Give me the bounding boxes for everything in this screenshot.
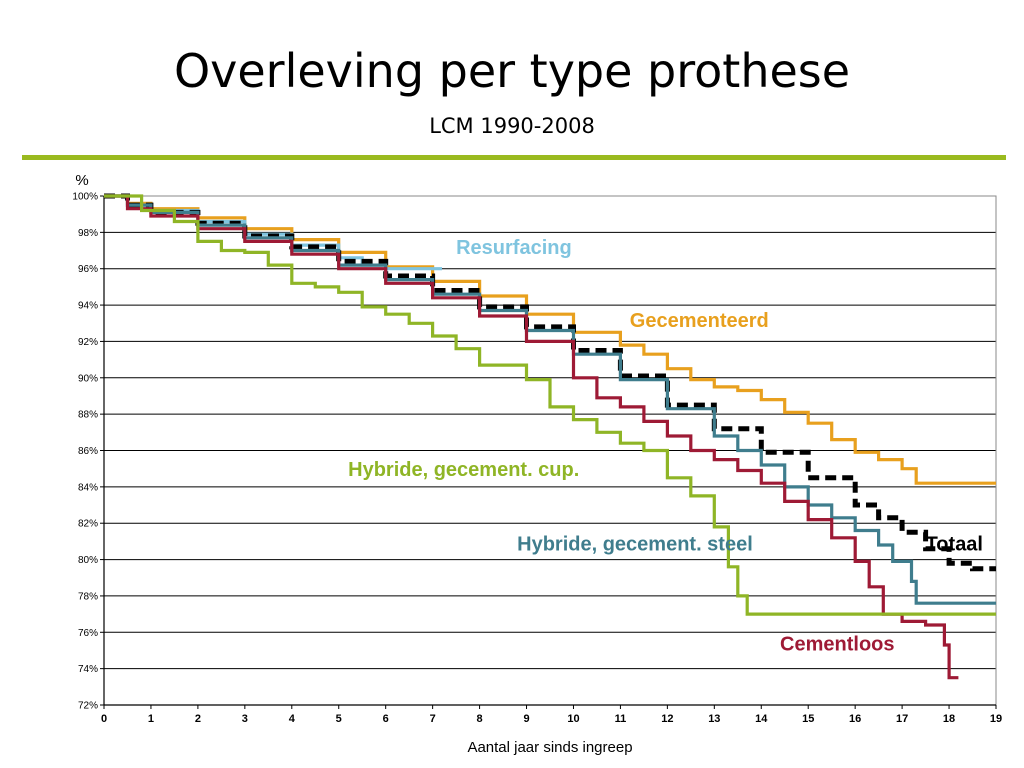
x-tick-label: 16 bbox=[849, 713, 861, 725]
chart-title: Overleving per type prothese bbox=[173, 44, 851, 98]
y-tick-label: 72% bbox=[78, 701, 98, 712]
y-axis-unit-label: % bbox=[75, 172, 88, 189]
x-tick-label: 10 bbox=[567, 713, 579, 725]
y-tick-label: 84% bbox=[78, 482, 98, 493]
x-tick-label: 3 bbox=[242, 713, 248, 725]
series-labels: Resurfacing Gecementeerd Hybride, gecement… bbox=[348, 237, 983, 655]
x-tick-label: 17 bbox=[896, 713, 908, 725]
y-tick-label: 74% bbox=[78, 664, 98, 675]
x-tick-label: 4 bbox=[289, 713, 296, 725]
y-tick-label: 98% bbox=[78, 228, 98, 239]
axes: 72% 74% 76% 78% 80% 82% 84% 86% 88% 90% 92% 94% 96% 9… bbox=[72, 192, 1002, 726]
series-label-cementloos: Cementloos bbox=[780, 633, 894, 655]
series-label-resurfacing: Resurfacing bbox=[456, 237, 572, 259]
y-tick-label: 90% bbox=[78, 373, 98, 384]
series-line-cementloos bbox=[104, 194, 959, 680]
x-tick-label: 6 bbox=[383, 713, 389, 725]
y-tick-label: 82% bbox=[78, 519, 98, 530]
x-tick-label: 2 bbox=[195, 713, 201, 725]
x-tick-label: 14 bbox=[755, 713, 768, 725]
title-divider bbox=[22, 155, 1006, 160]
y-tick-label: 100% bbox=[72, 192, 98, 203]
series-label-hybride-gecement-cup: Hybride, gecement. cup. bbox=[348, 459, 579, 481]
x-tick-label: 5 bbox=[336, 713, 342, 725]
x-tick-label: 1 bbox=[148, 713, 154, 725]
series-line-hybride-gecement-cup bbox=[104, 194, 996, 616]
x-tick-label: 12 bbox=[661, 713, 673, 725]
x-tick-label: 18 bbox=[943, 713, 955, 725]
x-tick-label: 9 bbox=[523, 713, 529, 725]
x-tick-label: 13 bbox=[708, 713, 720, 725]
series-label-hybride-gecement-steel: Hybride, gecement. steel bbox=[517, 533, 753, 555]
x-tick-label: 19 bbox=[990, 713, 1002, 725]
chart-subtitle: LCM 1990-2008 bbox=[429, 114, 595, 138]
x-tick-label: 8 bbox=[477, 713, 483, 725]
series-lines bbox=[104, 193, 996, 680]
series-label-totaal: Totaal bbox=[926, 533, 983, 555]
y-tick-label: 78% bbox=[78, 591, 98, 602]
series-line-hybride-gecement-steel bbox=[104, 194, 996, 605]
series-label-gecementeerd: Gecementeerd bbox=[630, 310, 769, 332]
x-tick-label: 7 bbox=[430, 713, 436, 725]
x-tick-label: 0 bbox=[101, 713, 107, 725]
y-tick-label: 76% bbox=[78, 628, 98, 639]
y-tick-label: 94% bbox=[78, 301, 98, 312]
x-axis-label: Aantal jaar sinds ingreep bbox=[467, 739, 632, 756]
y-tick-label: 96% bbox=[78, 264, 98, 275]
y-tick-label: 88% bbox=[78, 410, 98, 421]
x-tick-label: 15 bbox=[802, 713, 814, 725]
y-tick-label: 86% bbox=[78, 446, 98, 457]
x-tick-label: 11 bbox=[615, 713, 627, 725]
y-tick-label: 92% bbox=[78, 337, 98, 348]
y-tick-label: 80% bbox=[78, 555, 98, 566]
series-line-gecementeerd bbox=[104, 194, 996, 485]
gridlines bbox=[104, 195, 996, 706]
